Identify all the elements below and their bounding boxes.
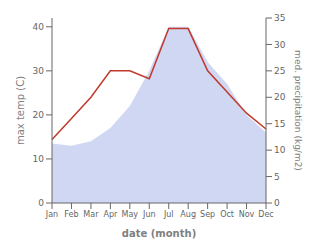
svg-text:May: May bbox=[122, 210, 139, 219]
svg-text:Jul: Jul bbox=[163, 210, 174, 219]
svg-text:20: 20 bbox=[274, 92, 286, 102]
svg-text:25: 25 bbox=[274, 66, 285, 76]
svg-text:Aug: Aug bbox=[180, 210, 196, 219]
svg-text:5: 5 bbox=[274, 172, 280, 182]
svg-text:Nov: Nov bbox=[239, 210, 255, 219]
svg-text:med. precipitation (kg/m2): med. precipitation (kg/m2) bbox=[293, 50, 303, 171]
svg-text:Oct: Oct bbox=[220, 210, 234, 219]
svg-text:15: 15 bbox=[274, 119, 285, 129]
svg-text:date (month): date (month) bbox=[122, 228, 196, 239]
svg-text:30: 30 bbox=[274, 40, 286, 50]
svg-text:Sep: Sep bbox=[200, 210, 215, 219]
svg-text:40: 40 bbox=[33, 22, 45, 32]
svg-text:0: 0 bbox=[274, 198, 280, 208]
svg-text:Dec: Dec bbox=[258, 210, 273, 219]
svg-text:0: 0 bbox=[38, 198, 44, 208]
svg-text:Feb: Feb bbox=[64, 210, 78, 219]
svg-text:35: 35 bbox=[274, 13, 285, 23]
svg-text:20: 20 bbox=[33, 110, 45, 120]
svg-text:10: 10 bbox=[274, 145, 286, 155]
svg-text:Apr: Apr bbox=[103, 210, 118, 219]
svg-text:Mar: Mar bbox=[83, 210, 99, 219]
svg-text:Jan: Jan bbox=[45, 210, 58, 219]
svg-text:Jun: Jun bbox=[142, 210, 156, 219]
svg-text:10: 10 bbox=[33, 154, 45, 164]
svg-text:max temp (C): max temp (C) bbox=[15, 76, 26, 145]
svg-text:30: 30 bbox=[33, 66, 45, 76]
